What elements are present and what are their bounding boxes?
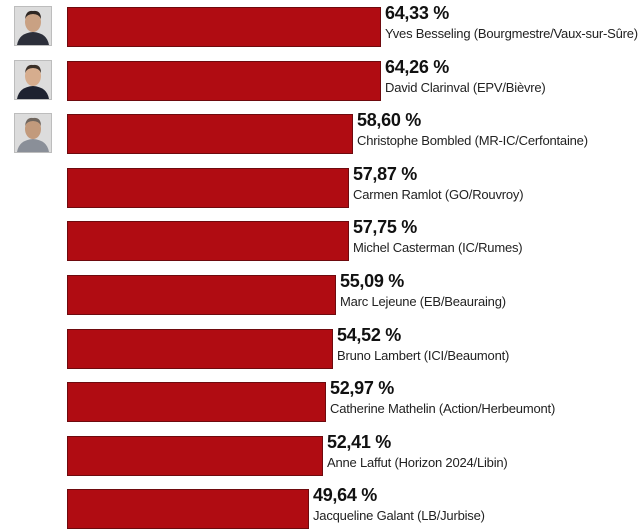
value-label: 64,33 % — [385, 3, 449, 23]
value-label: 49,64 % — [313, 485, 377, 506]
candidate-label: Bruno Lambert (ICI/Beaumont) — [337, 347, 510, 363]
candidate-label: Yves Besseling (Bourgmestre/Vaux-sur-Sûr… — [385, 26, 638, 41]
candidate-photo — [14, 113, 52, 154]
candidate-label: Jacqueline Galant (LB/Jurbise) — [313, 508, 485, 524]
bar — [67, 275, 336, 315]
bar-row: 52,41 % Anne Laffut (Horizon 2024/Libin) — [0, 431, 640, 479]
bar-row: 54,52 % Bruno Lambert (ICI/Beaumont) — [0, 324, 640, 372]
value-label: 57,75 % — [353, 217, 417, 238]
value-label: 55,09 % — [340, 271, 404, 291]
bar — [67, 489, 309, 530]
candidate-label: Anne Laffut (Horizon 2024/Libin) — [327, 454, 508, 470]
candidate-photo — [14, 59, 52, 100]
bar — [67, 435, 323, 476]
bar-row: 64,33 % Yves Besseling (Bourgmestre/Vaux-… — [0, 3, 640, 50]
bar-row: 49,64 % Jacqueline Galant (LB/Jurbise) — [0, 485, 640, 531]
value-label: 58,60 % — [357, 110, 421, 131]
bar — [67, 60, 381, 101]
bar-row: 57,87 % Carmen Ramlot (GO/Rouvroy) — [0, 163, 640, 211]
bar-row: 58,60 % Christophe Bombled (MR-IC/Cerfont… — [0, 110, 640, 157]
bar-row: 64,26 % David Clarinval (EPV/Bièvre) — [0, 56, 640, 104]
value-label: 52,97 % — [330, 378, 394, 399]
candidate-label: David Clarinval (EPV/Bièvre) — [385, 79, 546, 95]
candidate-label: Catherine Mathelin (Action/Herbeumont) — [330, 401, 556, 417]
avatar-image — [15, 60, 51, 99]
value-label: 52,41 % — [327, 431, 391, 452]
bar — [67, 167, 349, 208]
candidate-label: Christophe Bombled (MR-IC/Cerfontaine) — [357, 133, 588, 149]
candidate-label: Marc Lejeune (EB/Beauraing) — [340, 294, 506, 309]
candidate-label: Michel Casterman (IC/Rumes) — [353, 240, 523, 256]
value-label: 54,52 % — [337, 324, 401, 345]
bar — [67, 114, 353, 155]
avatar-image — [15, 7, 51, 45]
candidate-photo — [14, 6, 52, 46]
bar — [67, 328, 333, 369]
avatar-image — [15, 114, 51, 153]
candidate-label: Carmen Ramlot (GO/Rouvroy) — [353, 186, 524, 202]
bar-row: 52,97 % Catherine Mathelin (Action/Herbeu… — [0, 378, 640, 425]
bar — [67, 7, 381, 47]
value-label: 64,26 % — [385, 56, 449, 77]
bar — [67, 221, 349, 262]
value-label: 57,87 % — [353, 163, 417, 184]
bar-row: 55,09 % Marc Lejeune (EB/Beauraing) — [0, 271, 640, 318]
bar-row: 57,75 % Michel Casterman (IC/Rumes) — [0, 217, 640, 264]
bar — [67, 382, 326, 423]
